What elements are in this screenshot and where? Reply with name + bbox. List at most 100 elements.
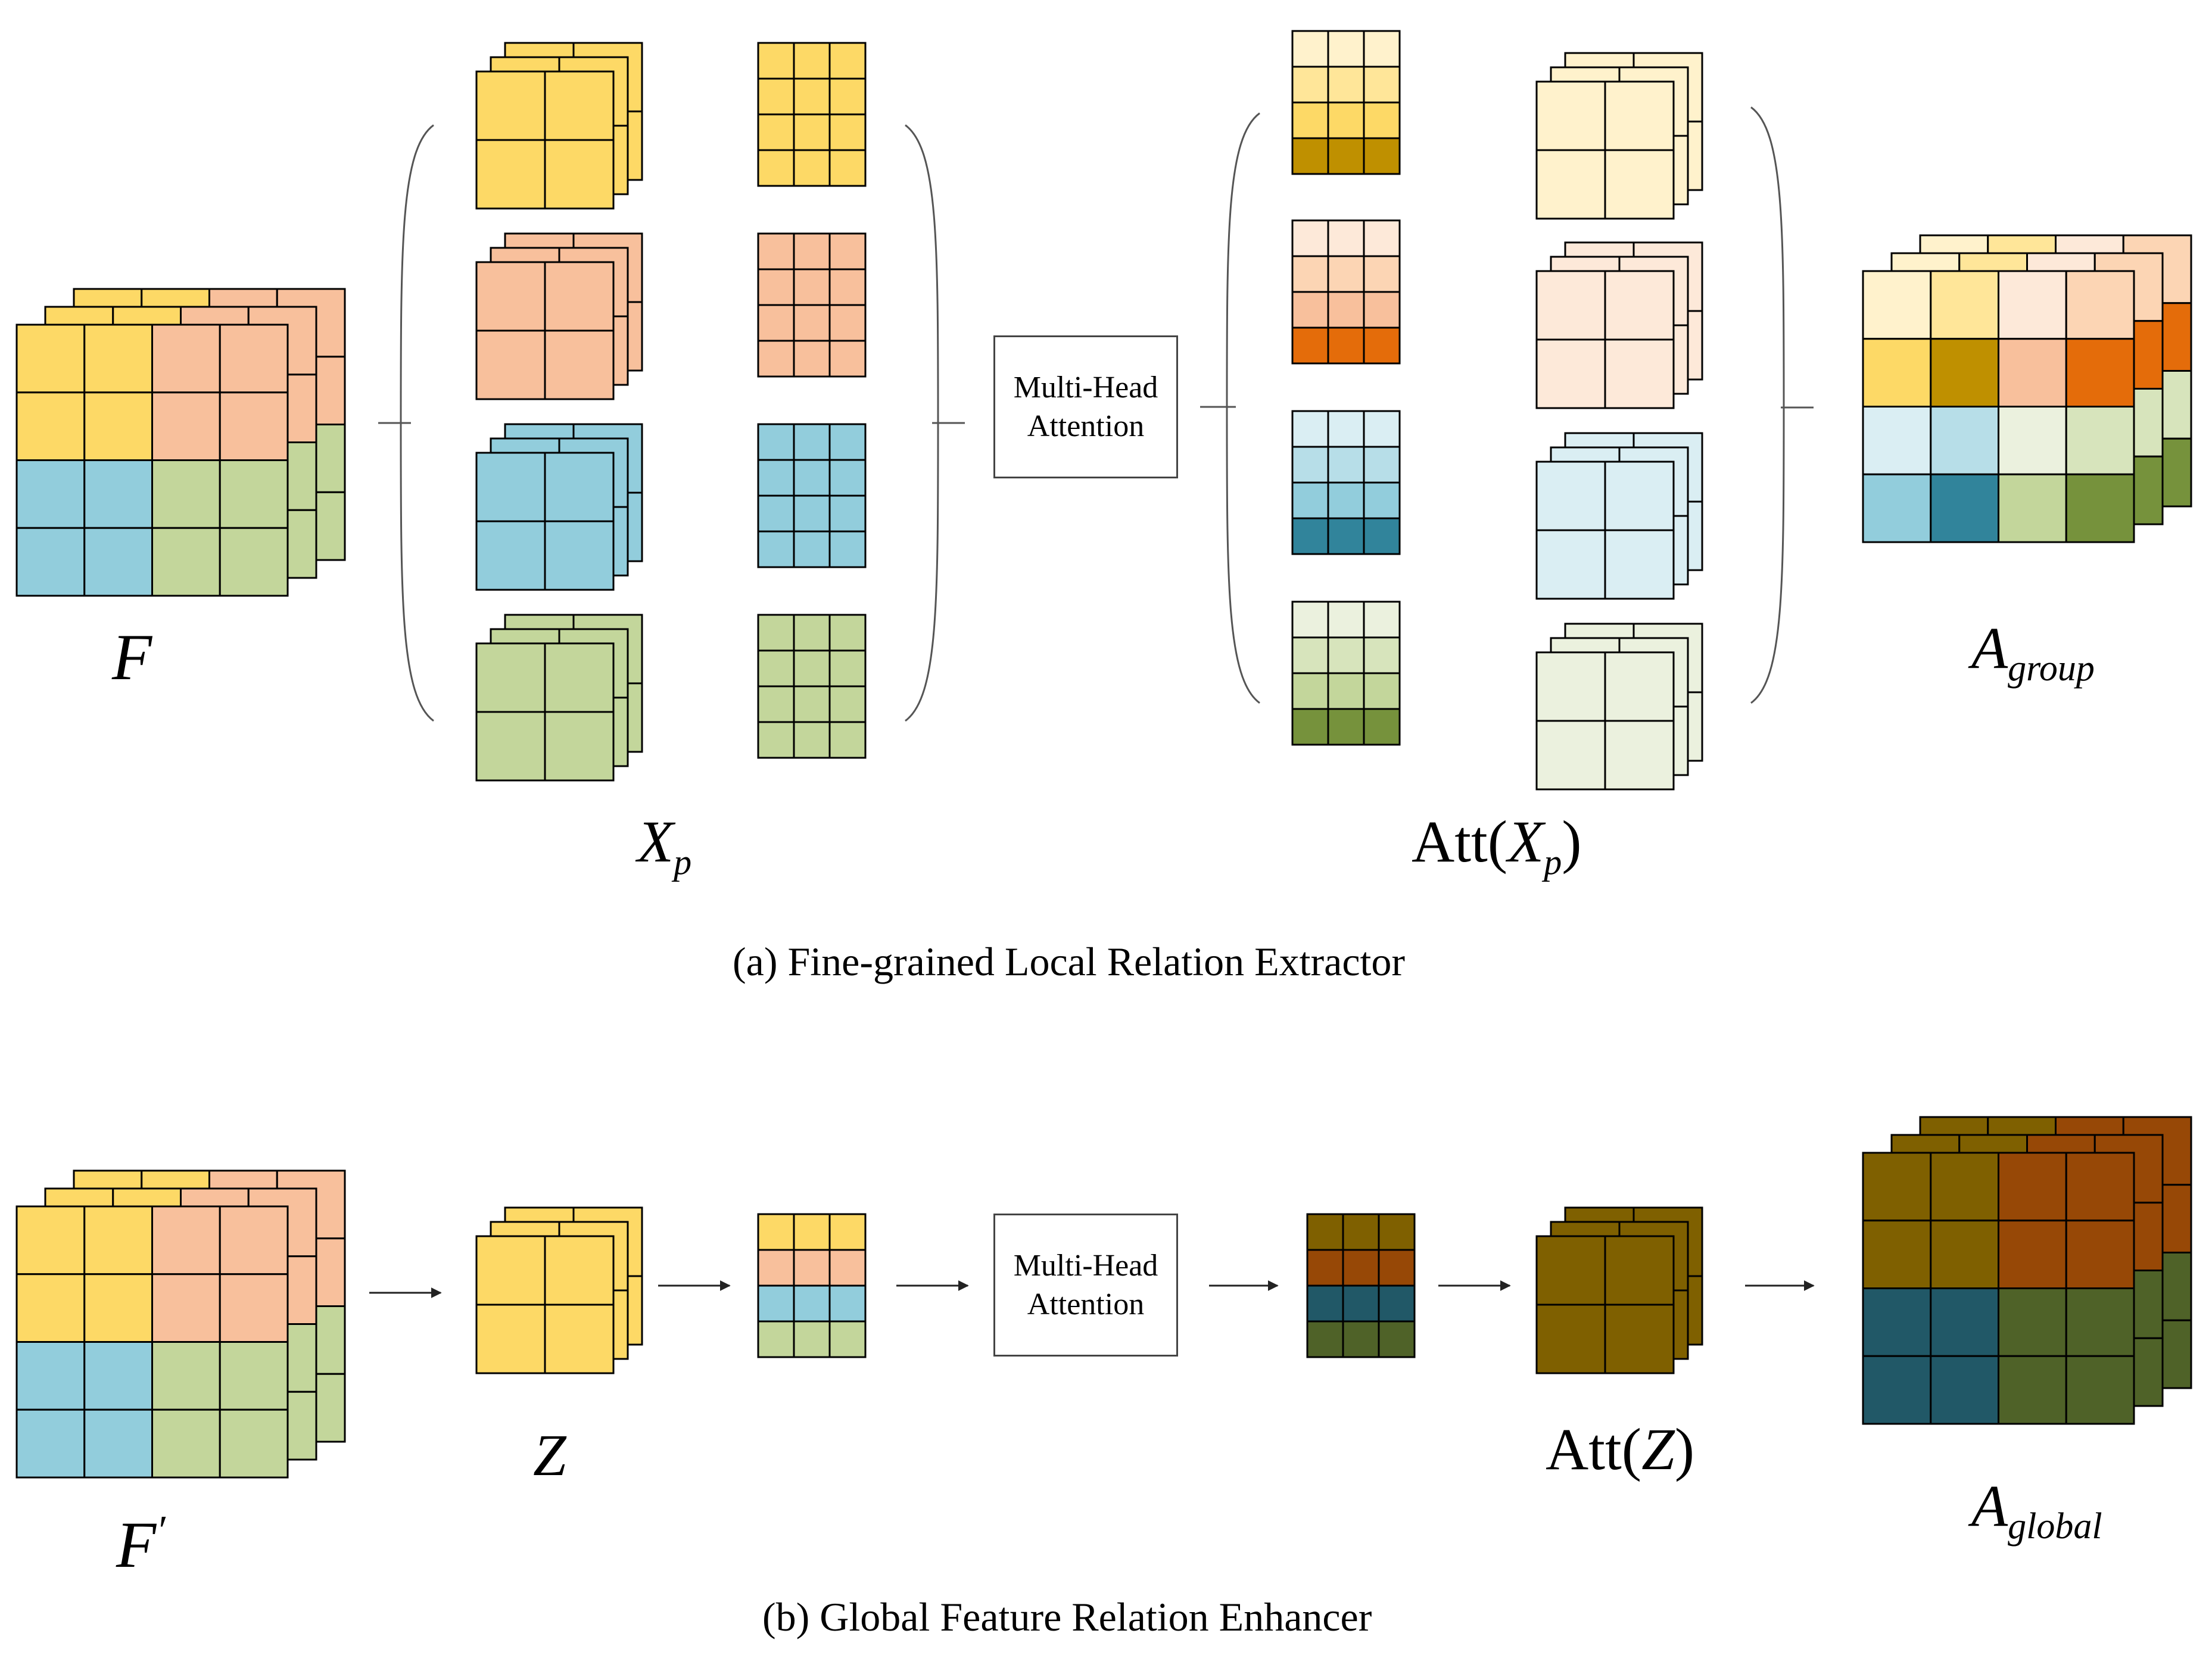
grid-cell [83,1273,153,1343]
grid-cell [1862,473,1932,543]
grid-cell [475,642,546,713]
grid-cell [757,530,795,568]
grid-cell [1998,1220,2067,1289]
grid-cell [1604,270,1675,341]
grid-cell [1342,1284,1380,1323]
att-patch-stack-orange-layer [1535,270,1675,409]
grid-cell [1604,149,1675,220]
grid-cell [1604,720,1675,791]
mha-b-line2: Attention [1027,1287,1145,1321]
patch-stack-yellow [475,42,643,210]
grid-cell [828,530,867,568]
att-patch-stack-blue [1535,432,1703,600]
grid-cell [793,721,831,759]
grid-cell [151,1205,221,1276]
grid-cell [1930,1220,1999,1289]
grid-cell [1930,473,1999,543]
grid-cell [219,1273,289,1343]
pooled-token-grid [757,1213,867,1358]
att-patch-stack-blue-layer [1535,461,1675,600]
input-feature-stack-a [15,288,346,597]
grid-cell [1363,66,1401,104]
grid-cell [793,304,831,342]
grid-cell [1930,338,1999,407]
grid-cell [1862,338,1932,407]
grid-cell [793,340,831,378]
pooled-label: Z [533,1422,566,1488]
grid-cell [1930,406,1999,475]
group-label-sub: group [2008,648,2095,689]
grid-cell [83,323,153,394]
patch-stack-orange [475,232,643,400]
token-grid-green [757,614,867,759]
grid-cell [83,391,153,461]
grid-cell [828,268,867,306]
grid-cell [1535,1304,1606,1374]
att-token-grid-yellow [1291,30,1401,175]
grid-cell [1535,1235,1606,1306]
grid-cell [475,1235,546,1306]
grid-cell [1998,406,2067,475]
grid-cell [793,42,831,80]
grid-cell [1291,291,1329,329]
input-feature-stack-b-layer [15,1205,289,1479]
grid-cell [757,1213,795,1251]
patch-stack-yellow-layer [475,70,615,210]
grid-cell [15,391,86,461]
grid-cell [83,527,153,597]
grid-cell [793,232,831,270]
grid-cell [828,685,867,723]
grid-cell [219,527,289,597]
grid-cell [757,304,795,342]
grid-cell [475,261,546,332]
att-bracket-close [1750,106,1785,704]
grid-cell [1363,601,1401,639]
patch-stack-green [475,614,643,782]
grid-cell [828,649,867,687]
grid-cell [793,530,831,568]
patches-bracket-open [400,124,434,722]
grid-cell [83,1408,153,1479]
grid-cell [1291,410,1329,448]
grid-cell [828,42,867,80]
grid-cell [2065,406,2135,475]
grid-cell [828,1213,867,1251]
grid-cell [1378,1213,1416,1251]
grid-cell [15,1273,86,1343]
input-feature-label-b: F′ [116,1507,166,1583]
grid-cell [544,139,615,210]
grid-cell [1604,461,1675,531]
grid-cell [757,42,795,80]
att-patch-stack-orange [1535,241,1703,409]
att-b-base: Z [1641,1416,1675,1482]
grid-cell [1291,481,1329,519]
grid-cell [1604,338,1675,409]
att-patch-stack-green [1535,623,1703,791]
grid-cell [757,685,795,723]
grid-cell [757,340,795,378]
grid-cell [1306,1249,1344,1287]
grid-cell [1327,410,1365,448]
grid-cell [15,1205,86,1276]
grid-cell [544,1304,615,1374]
grid-cell [1291,326,1329,365]
grid-cell [151,1341,221,1411]
grid-cell [1291,517,1329,555]
grid-cell [1327,66,1365,104]
grid-cell [1363,708,1401,746]
grid-cell [1363,101,1401,139]
grid-cell [828,423,867,461]
grid-cell [1998,270,2067,340]
caption-b: (b) Global Feature Relation Enhancer [762,1594,1372,1640]
grid-cell [1327,137,1365,175]
grid-cell [1535,529,1606,600]
global-label-base: A [1971,1473,2008,1539]
grid-cell [1998,1152,2067,1222]
grid-cell [793,1320,831,1358]
grid-cell [1342,1213,1380,1251]
grid-cell [757,1249,795,1287]
grid-cell [828,1249,867,1287]
grid-cell [544,711,615,782]
grid-cell [1535,338,1606,409]
grid-cell [1862,1152,1932,1222]
